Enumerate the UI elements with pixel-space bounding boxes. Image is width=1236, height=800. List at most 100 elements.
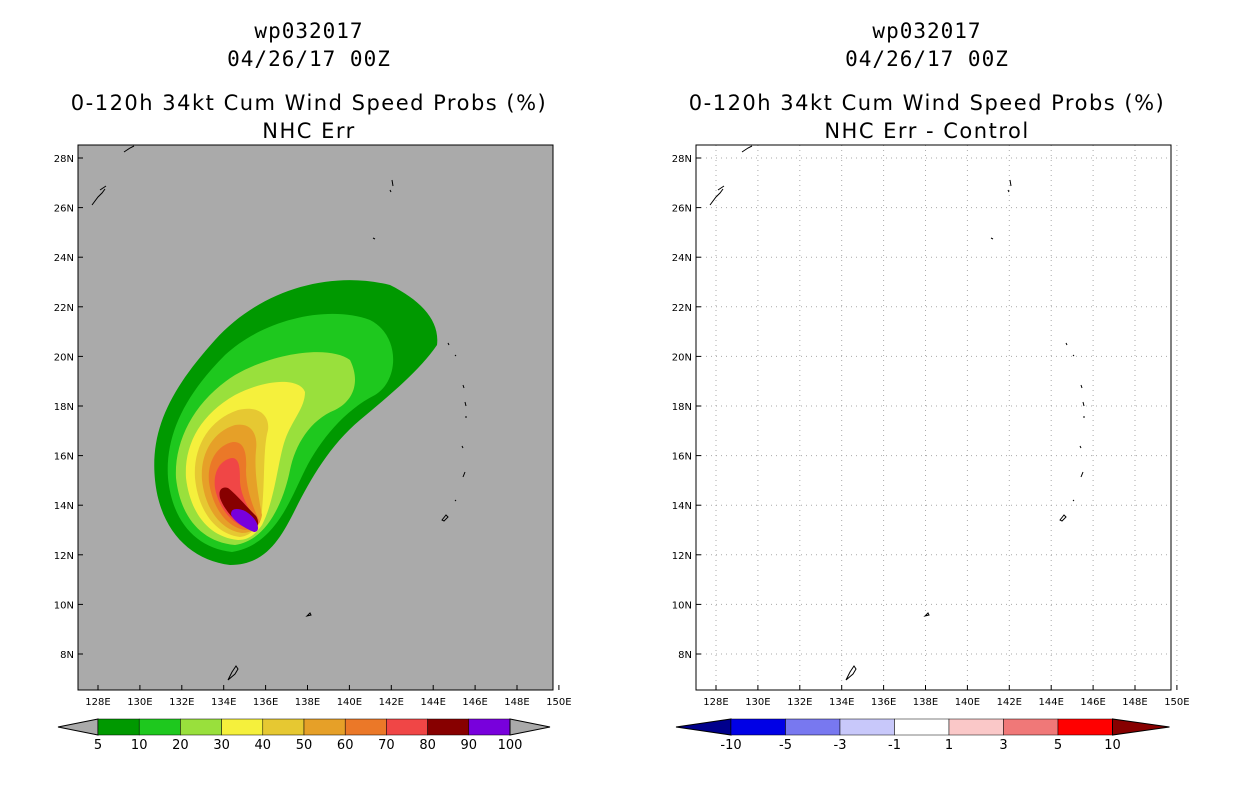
colorbar-label: -1 [888, 738, 901, 753]
lon-label: 134E [211, 697, 236, 708]
lon-label: 146E [462, 697, 487, 708]
colorbar-swatch [1057, 718, 1113, 736]
lon-label: 146E [1080, 697, 1105, 708]
lon-label: 140E [337, 697, 362, 708]
lon-label: 130E [127, 697, 152, 708]
lon-label: 150E [546, 697, 571, 708]
lon-label: 148E [1122, 697, 1147, 708]
lat-label: 14N [54, 501, 74, 512]
product-title: 0-120h 34kt Cum Wind Speed Probs (%) [70, 91, 548, 115]
colorbar-label: 30 [213, 738, 230, 753]
lat-label: 12N [672, 551, 692, 562]
colorbar-low-triangle [57, 718, 99, 736]
colorbar-swatch [894, 718, 950, 736]
lon-label: 134E [829, 697, 854, 708]
colorbar-swatch [468, 718, 511, 736]
difference-colorbar: -10 -5 -3 -1 1 3 5 10 [675, 718, 1170, 753]
colorbar-label: 50 [296, 738, 313, 753]
colorbar-label: 10 [131, 738, 148, 753]
colorbar-swatch [839, 718, 895, 736]
lat-label: 26N [672, 204, 692, 215]
lat-label: 12N [54, 551, 74, 562]
lat-label: 8N [60, 650, 74, 661]
colorbar-swatch [427, 718, 470, 736]
lon-label: 150E [1164, 697, 1189, 708]
colorbar-label: 80 [419, 738, 436, 753]
lon-label: 130E [745, 697, 770, 708]
colorbar-label: 20 [172, 738, 189, 753]
colorbar-label: 10 [1104, 738, 1121, 753]
lon-label: 128E [703, 697, 728, 708]
probability-colorbar: 5 10 20 30 40 50 60 70 80 90 100 [57, 718, 551, 753]
lon-label: 128E [85, 697, 110, 708]
date-title: 04/26/17 00Z [845, 47, 1009, 71]
lat-label: 20N [54, 352, 74, 363]
colorbar-swatch [785, 718, 841, 736]
colorbar-label: 5 [94, 738, 102, 753]
left-map-svg: 128E 130E 132E 134E 136E 138E 140E 142E 144E 146E… [54, 144, 572, 753]
lon-label: 140E [955, 697, 980, 708]
lon-label: 136E [871, 697, 896, 708]
colorbar-swatch [97, 718, 140, 736]
lon-label: 148E [504, 697, 529, 708]
colorbar-label: 90 [461, 738, 478, 753]
map-frame [695, 144, 1172, 691]
colorbar-swatch [180, 718, 222, 736]
lon-label: 132E [169, 697, 194, 708]
colorbar-swatch [138, 718, 181, 736]
storm-id-title: wp032017 [872, 19, 982, 43]
lat-label: 22N [54, 303, 74, 314]
lat-label: 18N [54, 402, 74, 413]
colorbar-label: 100 [498, 738, 523, 753]
lon-label: 142E [997, 697, 1022, 708]
map-background [696, 145, 1171, 690]
coastlines [709, 145, 1085, 681]
lon-label: 138E [913, 697, 938, 708]
lon-label: 144E [420, 697, 445, 708]
colorbar-high-triangle [1112, 718, 1170, 736]
lat-label: 26N [54, 204, 74, 215]
subtitle: NHC Err [262, 119, 356, 143]
colorbar-label: 70 [378, 738, 395, 753]
lon-label: 142E [379, 697, 404, 708]
grid-lines [696, 145, 1178, 690]
colorbar-swatch [1003, 718, 1059, 736]
colorbar-high-triangle [509, 718, 551, 736]
lat-label: 24N [54, 253, 74, 264]
colorbar-label: 5 [1054, 738, 1062, 753]
subtitle: NHC Err - Control [824, 119, 1030, 143]
colorbar-label: 60 [337, 738, 354, 753]
storm-id-title: wp032017 [254, 19, 364, 43]
lon-label: 138E [295, 697, 320, 708]
date-title: 04/26/17 00Z [227, 47, 391, 71]
colorbar-low-triangle [675, 718, 732, 736]
lat-label: 22N [672, 303, 692, 314]
lat-label: 8N [678, 650, 692, 661]
axis-ticks: 128E 130E 132E 134E 136E 138E 140E 142E 144E 146E… [54, 154, 572, 708]
map-frame [77, 144, 554, 691]
axis-ticks: 128E 130E 132E 134E 136E 138E 140E 142E 144E 146E… [672, 154, 1190, 708]
colorbar-label: 1 [945, 738, 953, 753]
contour-90 [231, 509, 258, 532]
colorbar-swatch [948, 718, 1004, 736]
lat-label: 10N [672, 600, 692, 611]
colorbar-swatch [386, 718, 428, 736]
lon-label: 132E [787, 697, 812, 708]
probability-contours [154, 280, 438, 565]
colorbar-swatch [262, 718, 305, 736]
product-title: 0-120h 34kt Cum Wind Speed Probs (%) [688, 91, 1166, 115]
lat-label: 24N [672, 253, 692, 264]
right-panel: wp032017 04/26/17 00Z 0-120h 34kt Cum Wi… [618, 0, 1236, 800]
lat-label: 16N [672, 452, 692, 463]
lat-label: 16N [54, 452, 74, 463]
lat-label: 28N [54, 154, 74, 165]
colorbar-label: -3 [834, 738, 847, 753]
colorbar-label: -10 [720, 738, 741, 753]
lat-label: 14N [672, 501, 692, 512]
lon-label: 144E [1038, 697, 1063, 708]
right-map-svg: 128E 130E 132E 134E 136E 138E 140E 142E 144E 146E… [672, 144, 1190, 753]
lat-label: 20N [672, 352, 692, 363]
coastlines [91, 145, 467, 681]
colorbar-swatch [344, 718, 387, 736]
colorbar-label: 40 [255, 738, 272, 753]
